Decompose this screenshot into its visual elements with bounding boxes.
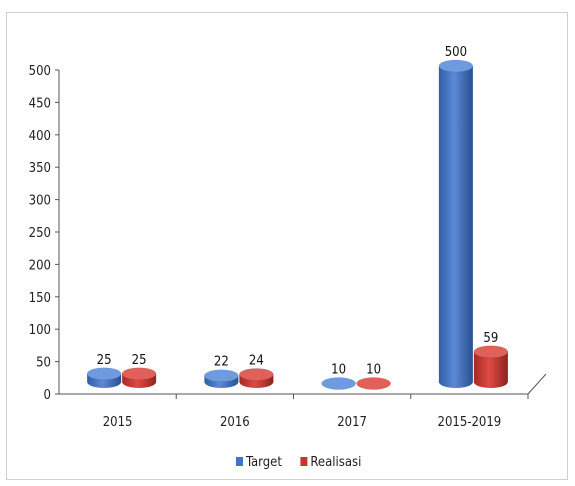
bar-target-2016 <box>204 369 239 389</box>
data-label: 10 <box>366 363 381 378</box>
bar-top <box>473 345 509 359</box>
y-tick-label: 200 <box>29 258 51 273</box>
legend-label-target: Target <box>245 455 282 470</box>
x-tick-label: 2016 <box>220 415 250 430</box>
bar-top <box>438 59 474 73</box>
bar-realisasi-2016 <box>239 368 274 389</box>
data-label: 500 <box>445 45 467 60</box>
bar-top <box>204 369 239 382</box>
data-label: 10 <box>331 363 346 378</box>
legend-label-realisasi: Realisasi <box>310 455 361 470</box>
bar-body <box>473 351 508 389</box>
bar-top <box>356 377 391 390</box>
y-tick-label: 400 <box>29 129 51 144</box>
bar-target-2017 <box>321 377 356 390</box>
axes: 0 50 100 150 200 250 300 350 400 450 500 2015 2016 20… <box>29 64 547 430</box>
x-tick-label: 2017 <box>337 415 367 430</box>
y-tick-label: 100 <box>29 323 51 338</box>
bar-target-2015 <box>86 367 122 389</box>
y-tick-label: 250 <box>29 226 51 241</box>
x-tick-label: 2015 <box>103 415 133 430</box>
y-tick-label: 500 <box>29 64 51 79</box>
data-label: 25 <box>132 353 147 368</box>
floor-edge <box>527 373 547 395</box>
y-tick-label: 50 <box>36 356 51 371</box>
y-tick-label: 0 <box>44 388 51 403</box>
data-label: 24 <box>249 353 264 368</box>
legend-swatch-target <box>236 457 243 466</box>
y-tick-label: 450 <box>29 96 51 111</box>
y-tick-label: 350 <box>29 161 51 176</box>
bar-top <box>121 367 157 381</box>
data-label: 22 <box>214 355 229 370</box>
bar-realisasi-2015-2019 <box>473 345 509 389</box>
bar-top <box>239 368 274 381</box>
data-label: 25 <box>97 353 112 368</box>
y-tick-label: 300 <box>29 194 51 209</box>
legend: Target Realisasi <box>236 455 361 470</box>
x-tick-label: 2015-2019 <box>438 415 502 430</box>
data-labels: 25 25 22 24 10 10 500 59 <box>97 45 499 378</box>
data-label: 59 <box>483 331 498 346</box>
bars <box>86 59 509 390</box>
bar-top <box>86 367 122 381</box>
bar-body <box>438 66 473 389</box>
chart-frame <box>6 12 568 480</box>
bar-top <box>321 377 356 390</box>
legend-swatch-realisasi <box>300 457 308 466</box>
y-tick-label: 150 <box>29 291 51 306</box>
bar-realisasi-2017 <box>356 377 391 390</box>
bar-target-2015-2019 <box>438 59 474 389</box>
bar-realisasi-2015 <box>121 367 157 389</box>
